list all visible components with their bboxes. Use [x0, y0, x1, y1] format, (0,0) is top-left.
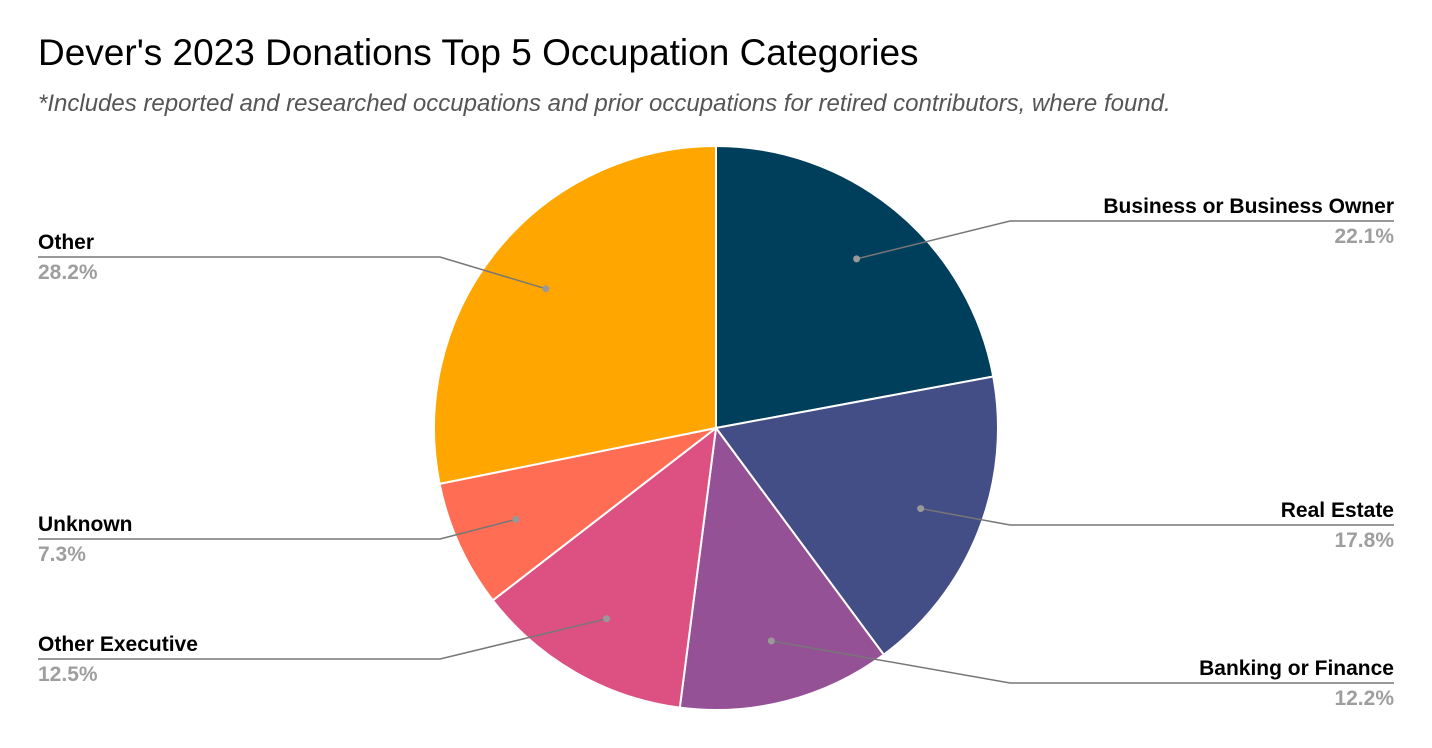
leader-dot-business-or-business-owner — [853, 255, 861, 263]
leader-line-unknown — [38, 518, 517, 540]
pie-slice-business-or-business-owner[interactable] — [715, 144, 995, 430]
slice-label-unknown: Unknown — [38, 513, 133, 536]
pie-slice-banking-or-finance[interactable] — [678, 425, 886, 711]
leader-dot-other-executive — [603, 615, 611, 623]
leader-lines — [38, 220, 1394, 684]
leader-dot-other — [542, 285, 550, 293]
slice-label-banking-or-finance: Banking or Finance — [1199, 657, 1394, 680]
slice-label-other-executive: Other Executive — [38, 633, 198, 656]
slice-value-unknown: 7.3% — [38, 543, 86, 566]
slice-value-other-executive: 12.5% — [38, 663, 98, 686]
leader-line-real-estate — [920, 507, 1394, 526]
slice-labels: Business or Business Owner 22.1% Real Esta… — [38, 195, 1394, 710]
leader-line-banking-or-finance — [771, 640, 1394, 684]
pie-slices — [433, 144, 999, 711]
leader-dot-real-estate — [917, 505, 925, 513]
leader-line-other-executive — [38, 618, 607, 660]
slice-label-real-estate: Real Estate — [1281, 499, 1394, 522]
leader-line-other — [38, 256, 546, 290]
pie-slice-real-estate[interactable] — [714, 375, 999, 657]
leader-dot-unknown — [512, 515, 520, 523]
pie-slice-unknown[interactable] — [438, 427, 717, 602]
pie-slice-other-executive[interactable] — [491, 425, 718, 709]
slice-label-other: Other — [38, 231, 94, 254]
slice-value-business-or-business-owner: 22.1% — [1334, 225, 1394, 248]
slice-label-business-or-business-owner: Business or Business Owner — [1103, 195, 1394, 218]
slice-value-other: 28.2% — [38, 261, 98, 284]
slice-value-banking-or-finance: 12.2% — [1334, 687, 1394, 710]
leader-dot-banking-or-finance — [767, 637, 775, 645]
pie-slice-other[interactable] — [433, 144, 717, 486]
chart-title: Dever's 2023 Donations Top 5 Occupation … — [38, 32, 919, 73]
chart-subtitle: *Includes reported and researched occupa… — [38, 90, 1171, 117]
slice-value-real-estate: 17.8% — [1334, 529, 1394, 552]
leader-line-business-or-business-owner — [856, 220, 1394, 260]
